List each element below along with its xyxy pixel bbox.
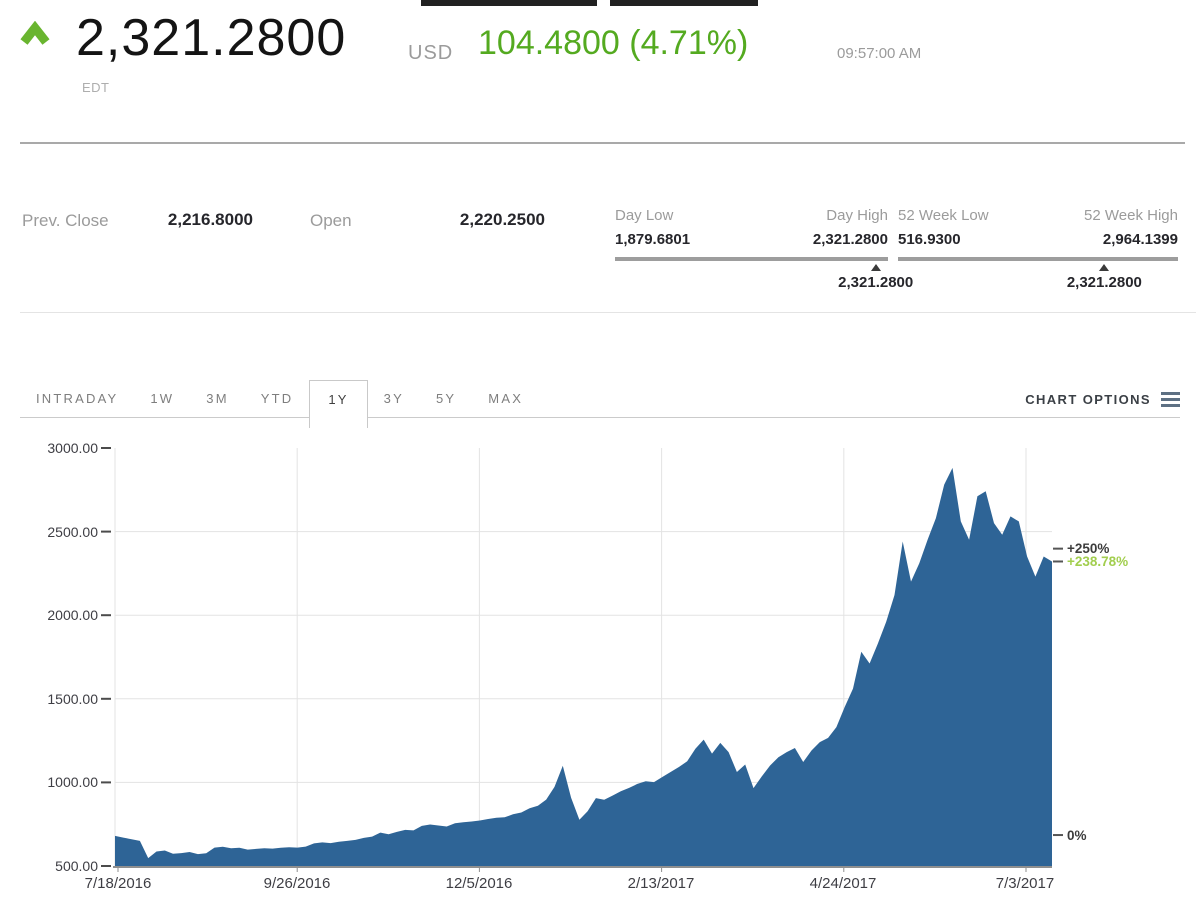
- tab-max[interactable]: MAX: [488, 391, 524, 406]
- week52-high-value: 2,964.1399: [1102, 231, 1178, 248]
- week52-range-slider: 52 Week Low 52 Week High 516.9300 2,964.…: [898, 207, 1178, 291]
- chart-options-button[interactable]: CHART OPTIONS: [1025, 380, 1180, 418]
- day-range-marker-icon: [870, 264, 881, 271]
- week52-high-label: 52 Week High: [1084, 207, 1178, 224]
- day-high-label: Day High: [826, 207, 888, 224]
- tab-3m[interactable]: 3M: [206, 391, 229, 406]
- section-divider: [20, 312, 1196, 313]
- y-axis-tick-label: 500.00: [55, 858, 98, 874]
- chart-period-tabs: INTRADAY 1W 3M YTD 1Y 3Y 5Y MAX CHART OP…: [20, 380, 1180, 428]
- tab-1y[interactable]: 1Y: [309, 380, 368, 428]
- chart-options-label: CHART OPTIONS: [1025, 391, 1151, 407]
- cropped-content-strip: [610, 0, 758, 6]
- timezone-label: EDT: [82, 80, 110, 95]
- y-axis-tick-label: 3000.00: [47, 440, 98, 456]
- week52-low-label: 52 Week Low: [898, 207, 989, 224]
- cropped-content-strip: [421, 0, 597, 6]
- tab-5y[interactable]: 5Y: [435, 391, 457, 406]
- week52-range-marker-value: 2,321.2800: [1066, 274, 1142, 291]
- y-axis-tick-label: 2500.00: [47, 524, 98, 540]
- tab-ytd[interactable]: YTD: [260, 391, 294, 406]
- y-axis-tick-label: 1500.00: [47, 691, 98, 707]
- price-up-arrow-icon: [20, 20, 50, 47]
- x-axis-tick-label: 12/5/2016: [445, 875, 513, 892]
- x-axis-tick-label: 4/24/2017: [809, 875, 877, 892]
- day-range-marker-value: 2,321.2800: [838, 274, 914, 291]
- x-axis-tick-label: 7/18/2016: [84, 875, 152, 892]
- percent-change-label: +250%: [1067, 541, 1110, 556]
- hamburger-menu-icon: [1161, 389, 1180, 410]
- current-percent-change-label: +238.78%: [1067, 554, 1129, 569]
- currency-label: USD: [408, 42, 454, 64]
- open-value: 2,220.2500: [459, 210, 545, 229]
- day-low-label: Day Low: [615, 207, 674, 224]
- current-price: 2,321.2800: [76, 9, 347, 67]
- y-axis-tick-label: 1000.00: [47, 774, 98, 790]
- tab-intraday[interactable]: INTRADAY: [36, 391, 119, 406]
- quote-time: 09:57:00 AM: [837, 45, 922, 62]
- y-axis-tick-label: 2000.00: [47, 607, 98, 623]
- week52-low-value: 516.9300: [898, 231, 961, 248]
- week52-range-bar: 2,321.2800: [898, 257, 1178, 291]
- prev-close-value: 2,216.8000: [167, 210, 253, 229]
- open-label: Open: [310, 211, 352, 230]
- tab-1w[interactable]: 1W: [150, 391, 175, 406]
- x-axis-tick-label: 2/13/2017: [627, 875, 695, 892]
- day-range-bar: 2,321.2800: [615, 257, 913, 291]
- week52-range-marker-icon: [1099, 264, 1110, 271]
- x-axis-tick-label: 7/3/2017: [995, 875, 1055, 892]
- day-low-value: 1,879.6801: [615, 231, 691, 248]
- day-high-value: 2,321.2800: [812, 231, 888, 248]
- prev-close-label: Prev. Close: [22, 211, 109, 230]
- tab-3y[interactable]: 3Y: [383, 391, 404, 406]
- zero-percent-label: 0%: [1067, 828, 1087, 843]
- price-change: 104.4800 (4.71%): [478, 24, 749, 62]
- day-range-slider: Day Low Day High 1,879.6801 2,321.2800 2…: [615, 207, 913, 291]
- x-axis-tick-label: 9/26/2016: [263, 875, 331, 892]
- section-divider: [20, 142, 1185, 144]
